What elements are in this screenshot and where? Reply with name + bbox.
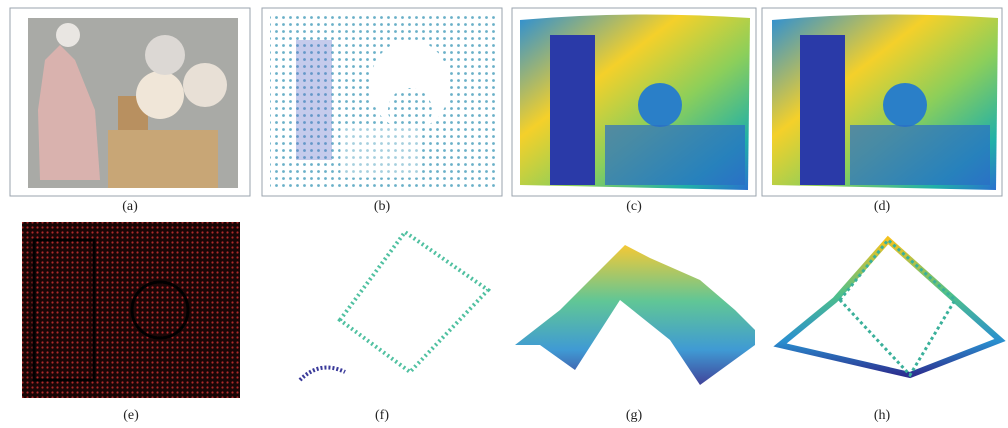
figure: (a) (b) (c) (d) (e) (f) (g) (h): [0, 0, 1008, 428]
panel-label: (g): [626, 408, 643, 423]
panel-a: [10, 8, 250, 196]
panel-label: (c): [626, 199, 642, 214]
panel-label: (e): [123, 408, 139, 423]
panel-label: (a): [122, 199, 138, 214]
panel-g: [515, 245, 755, 385]
panel-e: [22, 222, 240, 398]
panel-label: (b): [374, 199, 391, 214]
panel-b: [262, 8, 502, 196]
panel-c: [512, 8, 756, 196]
panel-label: (d): [874, 199, 891, 214]
panel-f: [300, 232, 488, 380]
panel-label: (f): [375, 408, 389, 423]
panel-label: (h): [874, 408, 891, 423]
panel-h: [780, 240, 1000, 375]
panel-d: [762, 8, 1002, 196]
